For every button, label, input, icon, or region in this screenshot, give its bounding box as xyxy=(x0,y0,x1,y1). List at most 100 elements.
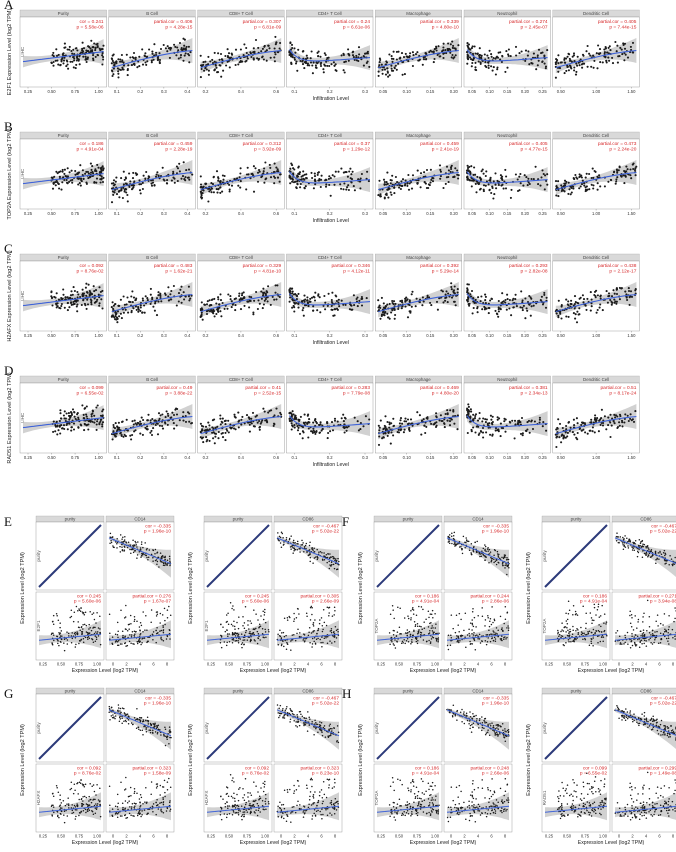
data-point xyxy=(541,425,544,428)
data-point xyxy=(318,431,322,434)
data-point xyxy=(202,61,205,64)
data-point xyxy=(273,60,276,63)
data-point xyxy=(130,634,133,636)
data-point xyxy=(199,64,203,67)
data-point xyxy=(208,439,211,442)
data-point xyxy=(276,284,279,287)
x-tick-label: 0.10 xyxy=(403,211,412,216)
data-point xyxy=(77,59,80,62)
data-point xyxy=(265,59,268,62)
data-point xyxy=(138,55,141,58)
data-point xyxy=(298,418,301,421)
data-point xyxy=(616,61,619,64)
data-point xyxy=(139,420,142,423)
data-point xyxy=(285,537,288,539)
data-point xyxy=(297,172,300,175)
data-point xyxy=(487,56,490,59)
data-point xyxy=(117,58,120,61)
data-point xyxy=(143,553,145,556)
data-point xyxy=(74,646,77,648)
data-point xyxy=(616,176,619,179)
data-point xyxy=(491,185,494,188)
data-point xyxy=(141,187,144,191)
data-point xyxy=(616,171,619,174)
data-point xyxy=(628,303,631,306)
data-point xyxy=(229,602,232,604)
data-point xyxy=(597,44,600,47)
data-point xyxy=(471,52,475,55)
data-point xyxy=(504,70,507,73)
data-point xyxy=(140,541,143,543)
data-point xyxy=(165,410,168,413)
data-point xyxy=(311,547,313,549)
data-point xyxy=(290,548,292,550)
data-point xyxy=(99,632,101,634)
data-point xyxy=(157,300,160,303)
data-point xyxy=(627,289,631,293)
data-point xyxy=(99,170,102,174)
data-point xyxy=(615,178,618,181)
data-point xyxy=(213,69,216,72)
data-point xyxy=(130,642,132,644)
data-point xyxy=(324,53,327,57)
data-point xyxy=(63,306,66,309)
data-point xyxy=(344,303,347,306)
data-point xyxy=(109,532,112,535)
data-point xyxy=(88,175,92,178)
data-point xyxy=(146,641,148,644)
x-tick-label: 0.1 xyxy=(114,333,120,338)
data-point xyxy=(225,621,228,623)
data-point xyxy=(339,183,342,186)
data-point xyxy=(575,417,578,420)
data-point xyxy=(207,55,210,58)
data-point xyxy=(623,182,626,185)
data-point xyxy=(263,299,266,302)
data-point xyxy=(327,552,329,555)
data-point xyxy=(83,429,86,432)
data-point xyxy=(335,295,338,298)
x-tick-label: 0.75 xyxy=(75,662,84,667)
data-point xyxy=(484,295,487,298)
data-point xyxy=(366,50,369,53)
data-point xyxy=(53,175,56,178)
x-tick-label: 0.05 xyxy=(468,333,477,338)
data-point xyxy=(113,191,116,194)
data-point xyxy=(161,413,164,416)
data-point xyxy=(319,55,322,58)
data-point xyxy=(534,165,537,168)
data-point xyxy=(447,42,450,45)
y-axis-title: H2AFX Expression Level (log2 TPM) xyxy=(7,250,13,341)
data-point xyxy=(121,546,123,548)
data-point xyxy=(511,419,514,422)
data-point xyxy=(144,295,147,298)
data-point xyxy=(234,631,236,634)
data-point xyxy=(175,54,178,57)
data-point xyxy=(112,73,115,76)
cancer-type-label: LIHC xyxy=(20,290,25,301)
data-point xyxy=(94,626,96,629)
data-point xyxy=(155,314,159,317)
data-point xyxy=(392,57,395,60)
data-point xyxy=(294,415,297,418)
data-point xyxy=(182,59,185,62)
data-point xyxy=(110,540,112,542)
data-point xyxy=(120,189,123,192)
data-point xyxy=(59,635,62,637)
x-tick-label: 0.05 xyxy=(379,89,388,94)
data-point xyxy=(183,298,186,301)
data-point xyxy=(306,62,309,65)
p-value-label: p = 4.80e-20 xyxy=(432,391,459,397)
data-point xyxy=(334,626,337,628)
data-point xyxy=(84,636,87,639)
data-point xyxy=(246,57,249,60)
data-point xyxy=(297,302,300,306)
data-point xyxy=(580,423,583,427)
data-point xyxy=(57,53,60,56)
data-point xyxy=(50,296,54,299)
facet-strip-label: Macrophage xyxy=(406,11,431,16)
data-point xyxy=(125,191,128,194)
data-point xyxy=(585,172,588,175)
data-point xyxy=(631,41,635,44)
